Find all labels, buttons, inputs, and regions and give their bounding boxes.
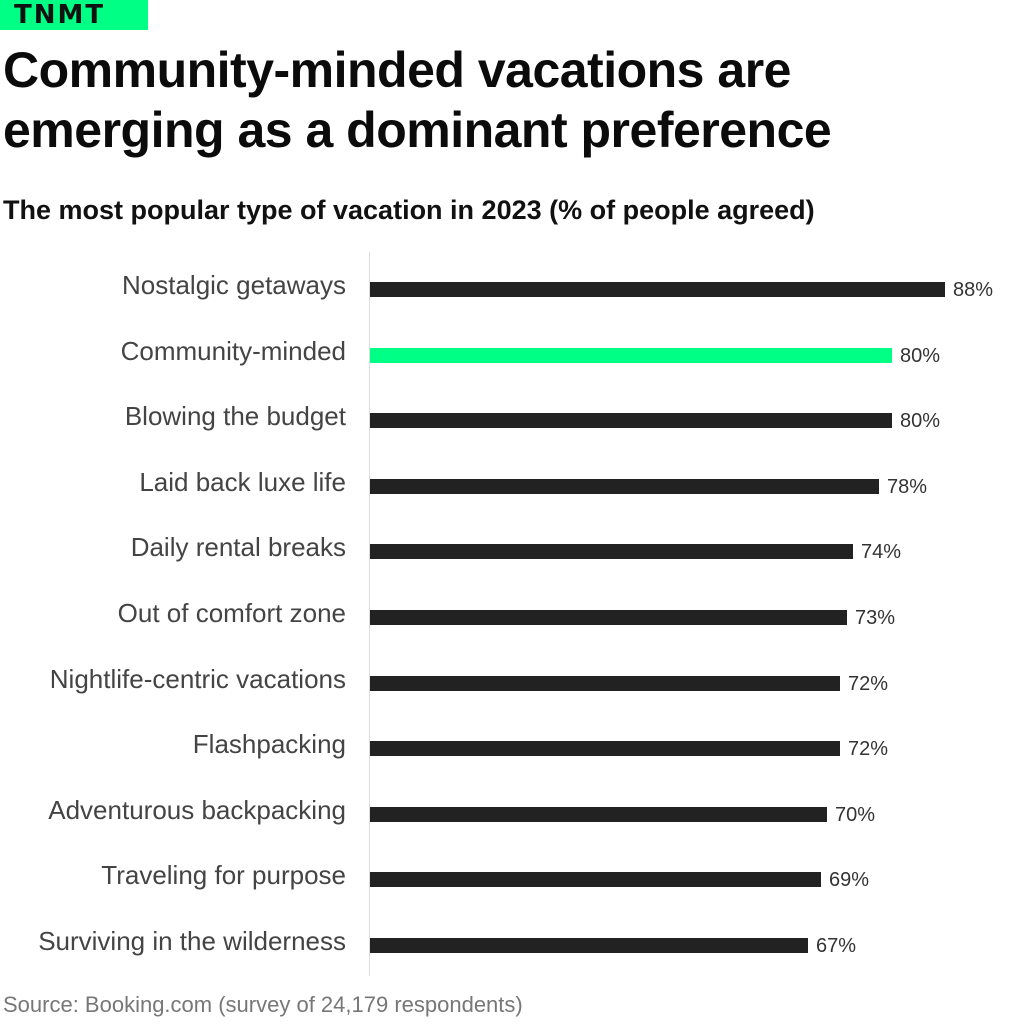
bar-row: Adventurous backpacking 70% xyxy=(0,792,1024,832)
category-label: Nightlife-centric vacations xyxy=(49,663,346,694)
source-note: Source: Booking.com (survey of 24,179 re… xyxy=(3,992,523,1017)
bar-row: Nostalgic getaways 88% xyxy=(0,267,1024,307)
chart-title: Community-minded vacations are emerging … xyxy=(3,42,832,158)
category-label: Out of comfort zone xyxy=(117,598,346,628)
bar xyxy=(370,413,892,429)
bar-row: Laid back luxe life 78% xyxy=(0,464,1024,504)
value-label: 72% xyxy=(848,738,889,761)
brand-logo: TNMT xyxy=(0,0,148,30)
category-label: Blowing the budget xyxy=(124,401,346,432)
bar-row: Blowing the budget 80% xyxy=(0,398,1024,438)
value-label: 72% xyxy=(848,672,889,695)
chart-subtitle: The most popular type of vacation in 202… xyxy=(3,195,815,225)
value-label: 88% xyxy=(953,279,994,301)
bar xyxy=(370,741,840,757)
bar xyxy=(370,544,853,560)
value-label: 73% xyxy=(855,607,896,629)
category-label: Flashpacking xyxy=(192,729,346,760)
category-label: Community-minded xyxy=(120,335,346,366)
y-axis-line xyxy=(369,252,370,976)
bar-row: Surviving in the wilderness 67% xyxy=(0,923,1024,963)
value-label: 80% xyxy=(900,344,941,367)
value-label: 74% xyxy=(861,541,902,564)
value-label: 70% xyxy=(835,803,876,826)
bar xyxy=(370,872,821,888)
bar-row: Daily rental breaks 74% xyxy=(0,529,1024,569)
value-label: 69% xyxy=(829,869,870,892)
value-label: 67% xyxy=(816,935,857,957)
bar xyxy=(370,347,892,363)
value-label: 78% xyxy=(887,475,928,498)
bar xyxy=(370,610,847,625)
category-label: Surviving in the wilderness xyxy=(38,926,346,956)
bar-row: Community-minded 80% xyxy=(0,333,1024,373)
bar xyxy=(370,806,827,822)
value-label: 80% xyxy=(900,410,941,433)
category-label: Laid back luxe life xyxy=(139,466,346,497)
bar-row: Flashpacking 72% xyxy=(0,726,1024,766)
bar-row: Traveling for purpose 69% xyxy=(0,857,1024,897)
category-label: Nostalgic getaways xyxy=(122,270,346,300)
bar xyxy=(370,478,879,494)
bar xyxy=(370,938,808,953)
category-label: Daily rental breaks xyxy=(130,532,346,563)
bar xyxy=(370,282,945,297)
bar-row: Nightlife-centric vacations 72% xyxy=(0,661,1024,701)
brand-label: TNMT xyxy=(14,0,106,30)
category-label: Adventurous backpacking xyxy=(48,794,346,825)
category-label: Traveling for purpose xyxy=(101,860,346,891)
bar xyxy=(370,675,840,691)
bar-row: Out of comfort zone 73% xyxy=(0,595,1024,635)
